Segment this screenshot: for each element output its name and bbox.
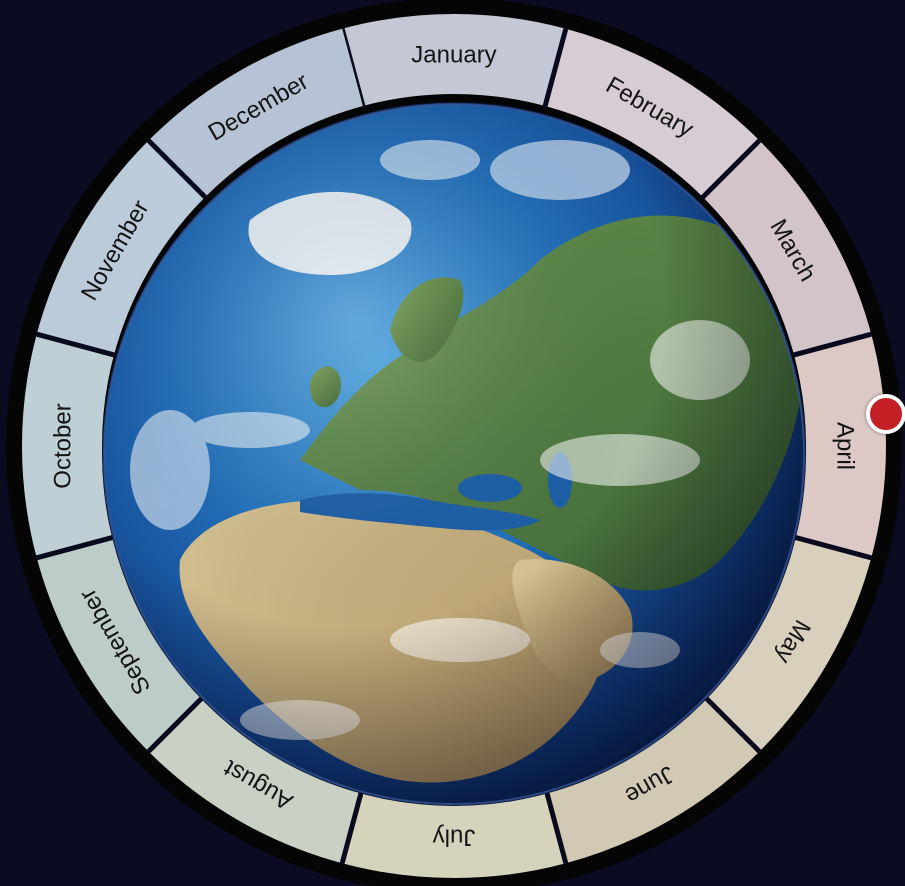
month-divider bbox=[146, 138, 209, 201]
month-label-april: April bbox=[832, 422, 859, 470]
month-label-july: July bbox=[433, 824, 476, 851]
month-sector-january[interactable] bbox=[342, 13, 566, 106]
month-sector-december[interactable] bbox=[148, 28, 363, 198]
month-sector-september[interactable] bbox=[36, 537, 206, 752]
month-divider bbox=[339, 783, 366, 864]
month-sector-june[interactable] bbox=[545, 694, 760, 864]
month-label-october: October bbox=[49, 403, 76, 488]
month-sector-august[interactable] bbox=[148, 694, 363, 864]
month-sector-march[interactable] bbox=[702, 140, 872, 355]
month-sector-november[interactable] bbox=[36, 140, 206, 355]
month-sector-july[interactable] bbox=[342, 786, 566, 878]
month-sectors: JanuaryFebruaryMarchAprilMayJuneJulyAugu… bbox=[22, 13, 886, 878]
month-divider bbox=[146, 691, 209, 754]
month-divider bbox=[699, 691, 762, 754]
month-divider bbox=[36, 331, 117, 358]
month-divider bbox=[699, 138, 762, 201]
selected-month-indicator[interactable] bbox=[866, 394, 905, 434]
month-divider bbox=[542, 28, 569, 109]
month-divider bbox=[791, 331, 872, 358]
month-sector-april[interactable] bbox=[794, 334, 886, 558]
month-sector-february[interactable] bbox=[545, 28, 760, 198]
earth-globe-icon bbox=[102, 102, 806, 806]
month-divider bbox=[36, 534, 117, 561]
month-sector-october[interactable] bbox=[22, 334, 114, 558]
month-divider bbox=[791, 534, 872, 561]
month-divider bbox=[542, 783, 569, 864]
month-sector-may[interactable] bbox=[702, 537, 872, 752]
month-label-january: January bbox=[411, 41, 496, 68]
